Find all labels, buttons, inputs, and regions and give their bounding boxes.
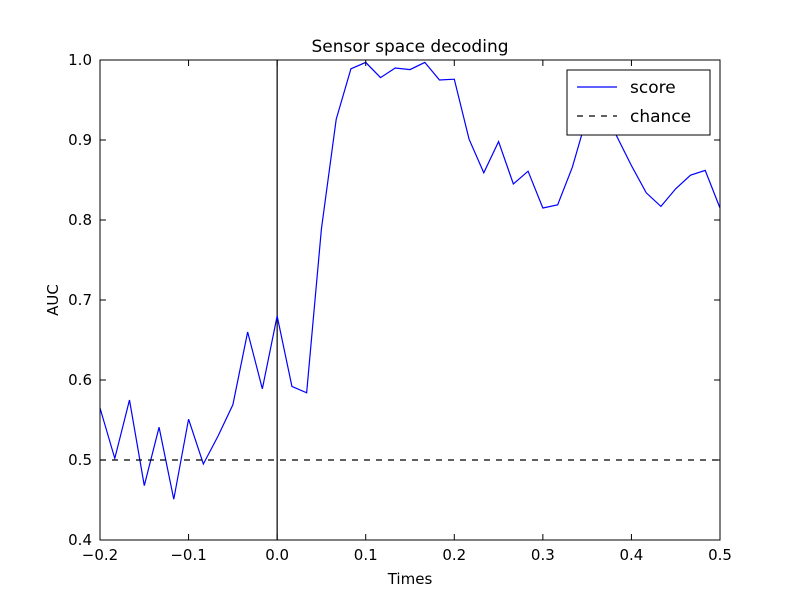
- chart-title: Sensor space decoding: [311, 37, 508, 57]
- y-tick-label: 0.5: [68, 451, 92, 469]
- x-tick-label: 0.0: [265, 546, 289, 564]
- y-tick-label: 0.4: [68, 531, 92, 549]
- score-series-line: [99, 61, 721, 500]
- legend-box: [566, 69, 711, 136]
- x-tick-label: 0.2: [442, 546, 466, 564]
- x-tick-label: −0.1: [170, 546, 206, 564]
- y-tick-label: 0.9: [68, 131, 92, 149]
- y-tick-label: 0.6: [68, 371, 92, 389]
- y-axis-label: AUC: [44, 284, 62, 316]
- plot-frame: [99, 59, 721, 541]
- x-tick-label: 0.1: [354, 546, 378, 564]
- y-tick-label: 1.0: [68, 51, 92, 69]
- x-tick-label: 0.3: [531, 546, 555, 564]
- x-axis-label: Times: [387, 570, 433, 588]
- legend: score chance: [566, 69, 711, 136]
- x-tick-label: 0.4: [619, 546, 643, 564]
- legend-score-label: score: [630, 78, 676, 98]
- legend-chance-label: chance: [630, 107, 691, 127]
- x-tick-label: 0.5: [708, 546, 732, 564]
- x-tick-label: −0.2: [82, 546, 118, 564]
- y-tick-label: 0.7: [68, 291, 92, 309]
- y-tick-label: 0.8: [68, 211, 92, 229]
